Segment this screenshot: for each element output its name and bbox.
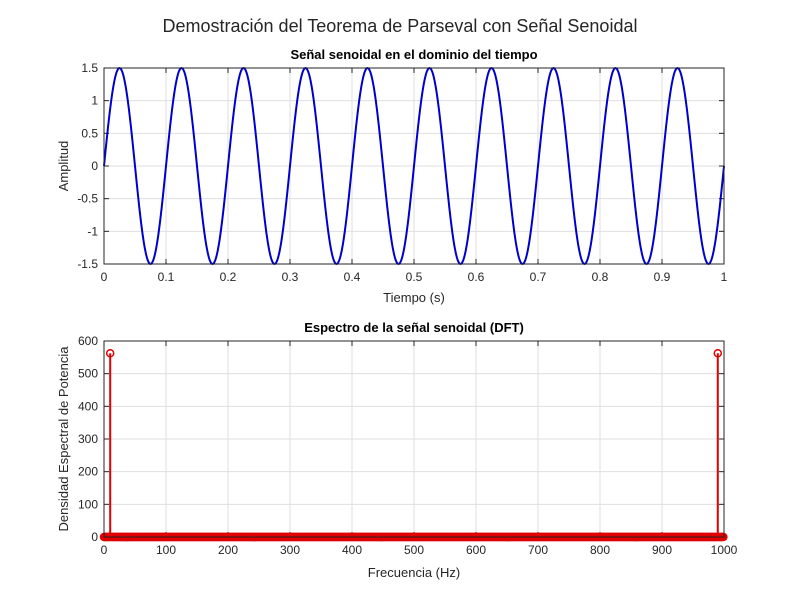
time-ytick-label: 1.5: [81, 61, 98, 75]
time-xtick-label: 0.5: [406, 270, 423, 284]
spectrum-xtick-label: 700: [528, 543, 548, 557]
spectrum-xtick-label: 100: [156, 543, 176, 557]
spectrum-xtick-label: 900: [652, 543, 672, 557]
time-xtick-label: 0.6: [468, 270, 485, 284]
time-xtick-label: 1: [721, 270, 728, 284]
spectrum-xtick-label: 300: [280, 543, 300, 557]
figure-title: Demostración del Teorema de Parseval con…: [163, 16, 638, 36]
time-plot-ticks: 0 0.1 0.2 0.3 0.4 0.5 0.6 0.7 0.8 0.9 1 -1.5 -1 -0.5 0…: [77, 61, 727, 284]
spectrum-xtick-label: 400: [342, 543, 362, 557]
time-plot-frame: [103, 67, 725, 265]
spectrum-ytick-label: 100: [78, 497, 98, 511]
time-xtick-label: 0: [101, 270, 108, 284]
time-plot-xlabel: Tiempo (s): [383, 290, 445, 305]
spectrum-ytick-label: 200: [78, 465, 98, 479]
time-plot-ylabel: Amplitud: [56, 141, 71, 192]
spectrum-peak-marker: [105, 349, 115, 358]
time-xtick-label: 0.4: [344, 270, 361, 284]
spectrum-ytick-label: 0: [91, 530, 98, 544]
spectrum-plot-ylabel: Densidad Espectral de Potencia: [56, 346, 71, 532]
time-ytick-label: 0.5: [81, 126, 98, 140]
sine-wave-line: [103, 66, 725, 266]
spectrum-plot-xlabel: Frecuencia (Hz): [368, 565, 460, 580]
time-xtick-label: 0.7: [530, 270, 547, 284]
time-domain-plot: 0 0.1 0.2 0.3 0.4 0.5 0.6 0.7 0.8 0.9 1 -1.5 -1 -0.5 0…: [56, 47, 728, 305]
time-ytick-label: -1: [87, 224, 98, 238]
spectrum-plot-title: Espectro de la señal senoidal (DFT): [304, 320, 524, 335]
spectrum-xtick-label: 800: [590, 543, 610, 557]
time-plot-title: Señal senoidal en el dominio del tiempo: [290, 47, 537, 62]
spectrum-plot: 0 100 200 300 400 500 600 700 800 900 1000 0 100 200 3…: [56, 320, 738, 580]
time-ytick-label: 0: [91, 159, 98, 173]
time-ytick-label: -1.5: [77, 257, 98, 271]
spectrum-ytick-label: 600: [78, 334, 98, 348]
spectrum-xtick-label: 1000: [711, 543, 738, 557]
spectrum-xtick-label: 600: [466, 543, 486, 557]
time-ytick-label: 1: [91, 94, 98, 108]
spectrum-plot-frame: [103, 340, 725, 538]
time-xtick-label: 0.1: [158, 270, 175, 284]
spectrum-ytick-label: 400: [78, 399, 98, 413]
spectrum-xtick-label: 0: [101, 543, 108, 557]
spectrum-peak-marker: [713, 349, 723, 358]
spectrum-ytick-label: 300: [78, 432, 98, 446]
spectrum-xtick-label: 200: [218, 543, 238, 557]
spectrum-plot-ticks: 0 100 200 300 400 500 600 700 800 900 1000 0 100 200 3…: [78, 334, 738, 557]
time-xtick-label: 0.3: [282, 270, 299, 284]
time-xtick-label: 0.8: [592, 270, 609, 284]
spectrum-xtick-label: 500: [404, 543, 424, 557]
time-ytick-label: -0.5: [77, 192, 98, 206]
spectrum-ytick-label: 500: [78, 367, 98, 381]
time-xtick-label: 0.2: [220, 270, 237, 284]
time-xtick-label: 0.9: [654, 270, 671, 284]
